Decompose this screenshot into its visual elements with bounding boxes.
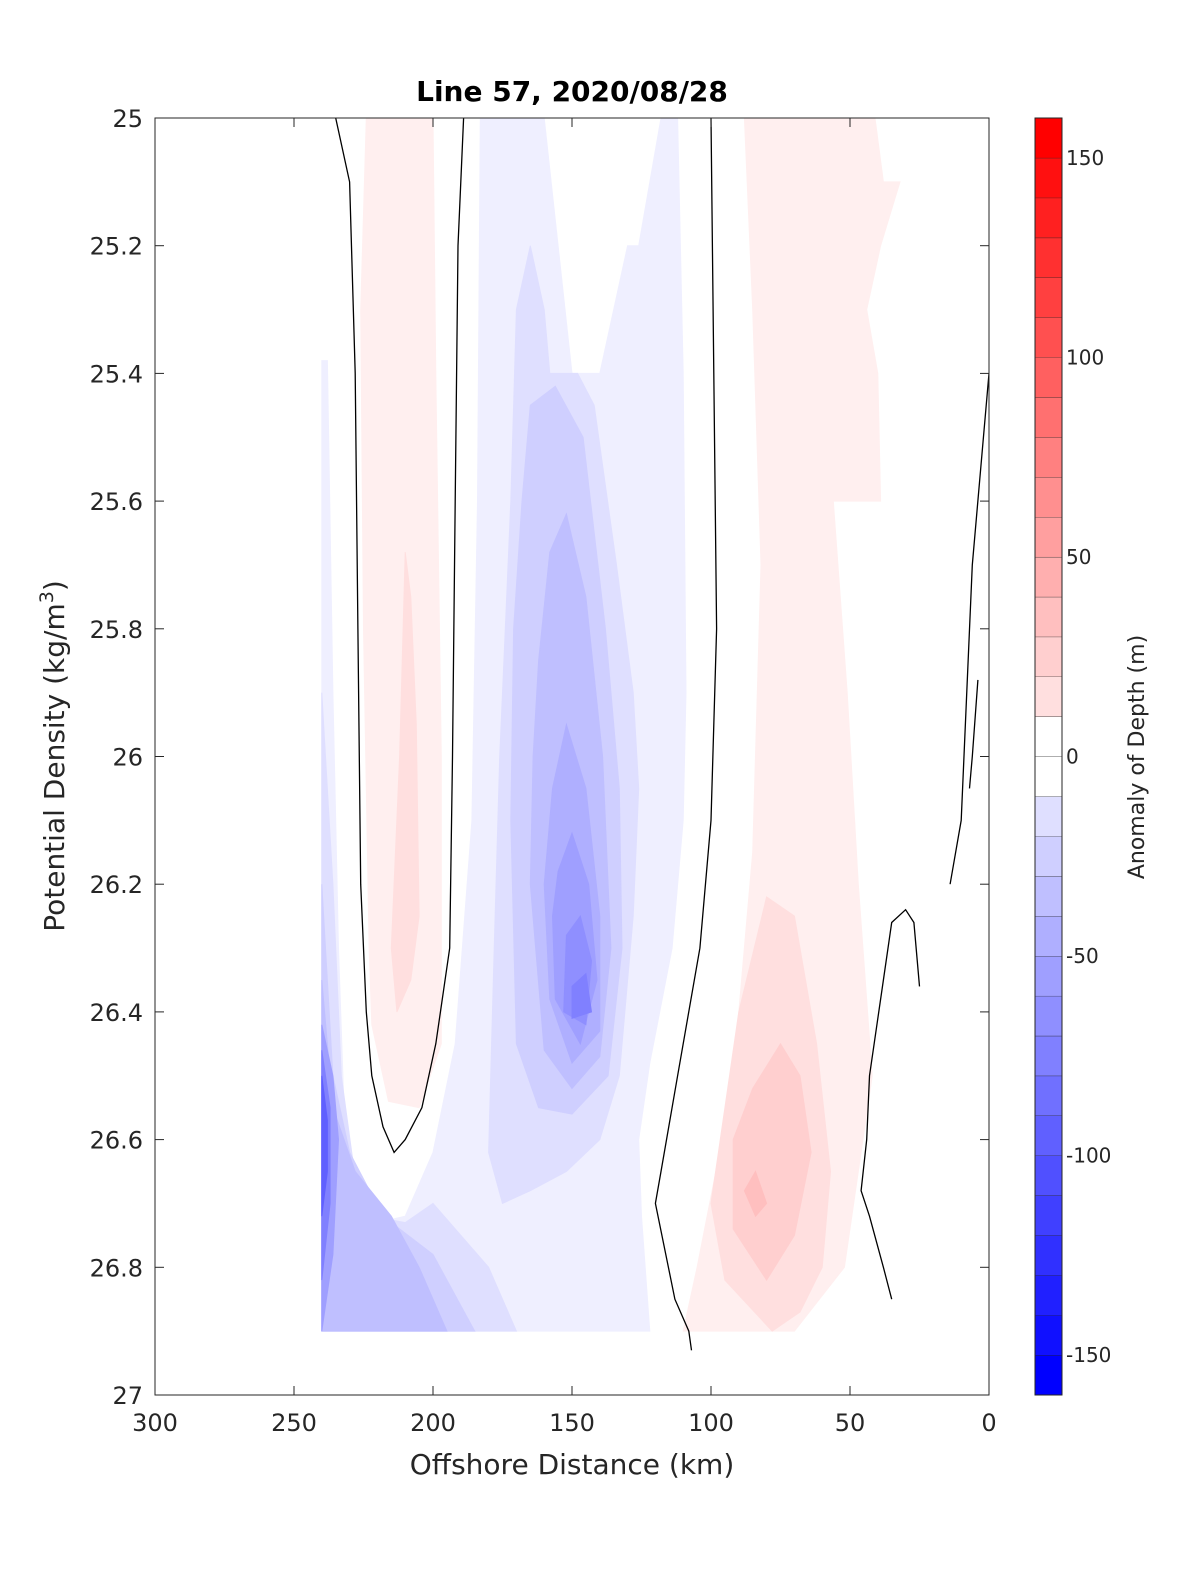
zero-contour-lines <box>335 118 989 1351</box>
contour-fill-band <box>732 1042 812 1282</box>
colorbar-segment <box>1035 756 1062 797</box>
x-tick-label: 150 <box>549 1409 595 1437</box>
colorbar-ticks: -150 -100 -50 0 50 100 150 <box>1066 146 1111 1367</box>
contour-fill-band <box>743 1170 768 1218</box>
contour-fill-band <box>390 552 420 1013</box>
colorbar-segment <box>1035 1115 1062 1156</box>
colorbar-frame <box>1034 117 1063 1396</box>
colorbar-segment <box>1035 836 1062 877</box>
colorbar-segment <box>1035 796 1062 837</box>
colorbar-segment <box>1035 916 1062 957</box>
colorbar-tick-label: -150 <box>1066 1343 1111 1367</box>
x-axis: 300 250 200 150 100 50 0 <box>132 118 997 1437</box>
colorbar-segment <box>1035 636 1062 677</box>
y-tick-label: 27 <box>112 1382 143 1410</box>
colorbar-tick-label: 100 <box>1066 345 1104 369</box>
colorbar-tick-label: 50 <box>1066 545 1091 569</box>
y-tick-label: 25.8 <box>90 616 143 644</box>
zero-contour-line <box>949 373 989 885</box>
colorbar-segment <box>1035 357 1062 398</box>
colorbar-segment <box>1035 477 1062 518</box>
colorbar-segment <box>1035 437 1062 478</box>
colorbar-segment <box>1035 676 1062 717</box>
colorbar-label: Anomaly of Depth (m) <box>1125 635 1150 879</box>
contour-fill-band <box>321 1075 328 1217</box>
chart-title: Line 57, 2020/08/28 <box>416 75 728 108</box>
colorbar-segment <box>1035 716 1062 757</box>
colorbar-segment <box>1035 995 1062 1036</box>
colorbar-segment <box>1035 556 1062 597</box>
zero-contour-line <box>335 118 465 1154</box>
x-tick-label: 300 <box>132 1409 178 1437</box>
y-axis-label-sup: 3 <box>36 591 58 603</box>
x-tick-label: 200 <box>410 1409 456 1437</box>
y-tick-label: 26.6 <box>90 1127 143 1155</box>
y-tick-label: 26.4 <box>90 999 143 1027</box>
colorbar-segment <box>1035 197 1062 238</box>
x-tick-label: 0 <box>981 1409 996 1437</box>
colorbar-segment <box>1035 237 1062 278</box>
colorbar-segment <box>1035 397 1062 438</box>
zero-contour-line <box>968 679 979 789</box>
y-tick-label: 25 <box>112 105 143 133</box>
colorbar-segment <box>1035 517 1062 557</box>
colorbar-segment <box>1035 277 1062 318</box>
y-tick-label: 26 <box>112 744 143 772</box>
colorbar-segment <box>1035 1195 1062 1236</box>
x-tick-label: 250 <box>271 1409 317 1437</box>
colorbar-segment <box>1035 157 1062 198</box>
colorbar-segment <box>1035 118 1062 158</box>
y-tick-label: 25.2 <box>90 233 143 261</box>
y-tick-label: 25.6 <box>90 488 143 516</box>
colorbar-segment <box>1035 1155 1062 1196</box>
y-axis: 25 25.2 25.4 25.6 25.8 26 26.2 26.4 26.6 26.8 27 <box>90 105 989 1410</box>
y-tick-label: 26.8 <box>90 1254 143 1282</box>
zero-contour-line <box>654 118 718 1351</box>
colorbar-tick-label: -100 <box>1066 1144 1111 1168</box>
colorbar-segment <box>1035 876 1062 917</box>
colorbar-tick-label: -50 <box>1066 944 1099 968</box>
colorbar-segment <box>1035 317 1062 358</box>
contour-fill-band <box>360 118 442 1109</box>
colorbar-segment <box>1035 1355 1062 1395</box>
colorbar-tick-label: 0 <box>1066 745 1079 769</box>
contour-fills <box>321 118 901 1332</box>
y-tick-label: 25.4 <box>90 360 143 388</box>
zero-contour-line <box>860 908 921 1300</box>
colorbar-tick-label: 150 <box>1066 146 1104 170</box>
y-axis-label-end: ) <box>38 580 71 591</box>
y-axis-label-main: Potential Density (kg/m <box>38 603 71 932</box>
colorbar-segment <box>1035 1075 1062 1116</box>
contour-fill-band <box>768 660 787 789</box>
x-axis-label: Offshore Distance (km) <box>410 1448 735 1481</box>
colorbar-segment <box>1035 596 1062 637</box>
y-axis-label: Potential Density (kg/m3) <box>36 580 71 932</box>
colorbar <box>1034 117 1063 1396</box>
plot-area <box>155 118 989 1395</box>
colorbar-segment <box>1035 1315 1062 1356</box>
y-tick-label: 26.2 <box>90 871 143 899</box>
colorbar-segment <box>1035 1275 1062 1316</box>
colorbar-segment <box>1035 1235 1062 1276</box>
x-tick-label: 100 <box>688 1409 734 1437</box>
colorbar-segment <box>1035 956 1062 996</box>
colorbar-segment <box>1035 1035 1062 1076</box>
contour-fill-band <box>571 972 593 1019</box>
x-tick-label: 50 <box>835 1409 866 1437</box>
